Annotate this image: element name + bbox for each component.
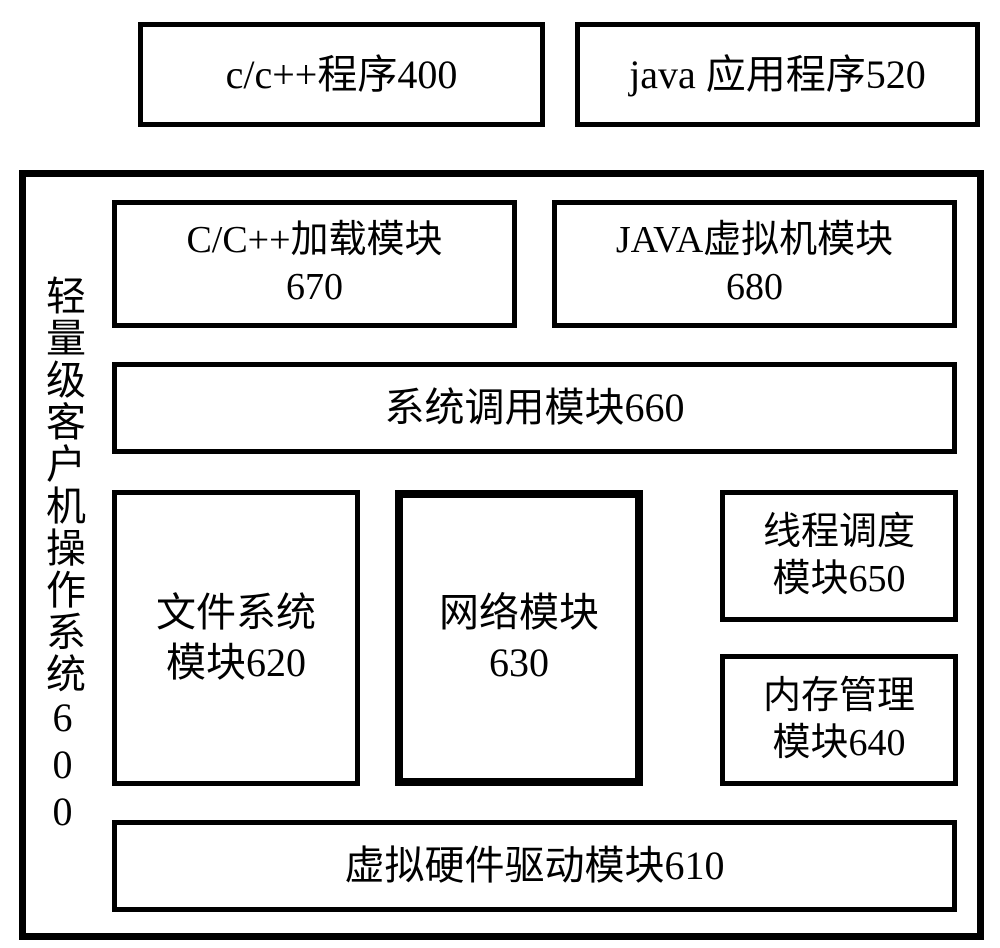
label-sched-2: 模块650: [763, 556, 915, 604]
label-driver: 虚拟硬件驱动模块610: [345, 841, 725, 891]
box-memory: 内存管理 模块640: [720, 654, 958, 786]
box-driver: 虚拟硬件驱动模块610: [112, 820, 957, 912]
label-c-program: c/c++程序400: [226, 50, 458, 100]
box-jvm: JAVA虚拟机模块 680: [552, 200, 957, 328]
label-mem-1: 内存管理: [763, 673, 915, 721]
label-net-2: 630: [439, 638, 599, 688]
label-java-app: java 应用程序520: [629, 50, 926, 100]
box-java-app: java 应用程序520: [575, 22, 980, 127]
box-syscall: 系统调用模块660: [112, 362, 957, 454]
label-fs-2: 模块620: [156, 638, 316, 688]
box-filesystem: 文件系统 模块620: [112, 490, 360, 786]
label-c-loader-2: 670: [186, 264, 442, 312]
diagram-canvas: c/c++程序400 java 应用程序520 轻量级客户机操作系统600 C/…: [0, 0, 1000, 948]
label-syscall: 系统调用模块660: [385, 383, 685, 433]
label-jvm-2: 680: [616, 264, 893, 312]
box-network: 网络模块 630: [395, 490, 643, 786]
label-jvm-1: JAVA虚拟机模块: [616, 217, 893, 265]
box-scheduler: 线程调度 模块650: [720, 490, 958, 622]
box-c-program: c/c++程序400: [138, 22, 545, 127]
label-mem-2: 模块640: [763, 720, 915, 768]
box-c-loader: C/C++加载模块 670: [112, 200, 517, 328]
label-sched-1: 线程调度: [763, 509, 915, 557]
label-net-1: 网络模块: [439, 588, 599, 638]
label-system-title: 轻量级客户机操作系统600: [32, 195, 92, 915]
label-c-loader-1: C/C++加载模块: [186, 217, 442, 265]
label-fs-1: 文件系统: [156, 588, 316, 638]
